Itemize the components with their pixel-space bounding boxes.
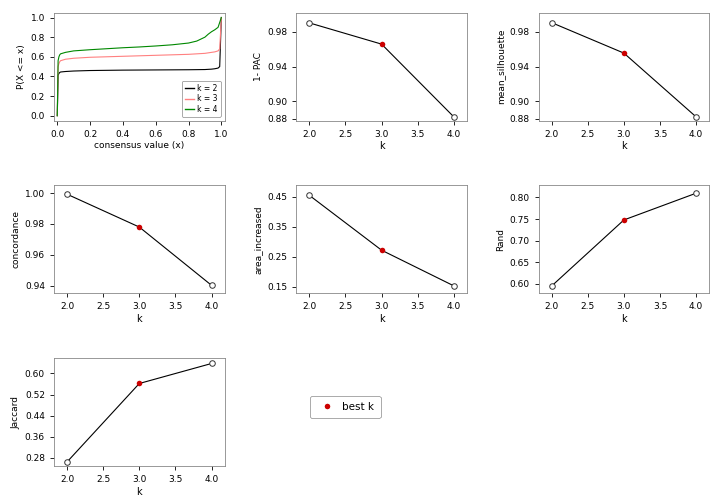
- Y-axis label: concordance: concordance: [12, 210, 21, 269]
- X-axis label: k: k: [137, 487, 142, 497]
- Y-axis label: 1- PAC: 1- PAC: [254, 52, 263, 81]
- Legend: k = 2, k = 3, k = 4: k = 2, k = 3, k = 4: [182, 81, 221, 117]
- X-axis label: k: k: [137, 314, 142, 324]
- X-axis label: k: k: [379, 314, 384, 324]
- Y-axis label: area_increased: area_increased: [254, 205, 263, 274]
- Y-axis label: mean_silhouette: mean_silhouette: [496, 29, 505, 104]
- Y-axis label: Rand: Rand: [496, 228, 505, 251]
- X-axis label: consensus value (x): consensus value (x): [94, 142, 184, 150]
- Y-axis label: P(X <= x): P(X <= x): [17, 44, 27, 89]
- Legend: best k: best k: [310, 396, 381, 418]
- X-axis label: k: k: [621, 314, 626, 324]
- X-axis label: k: k: [621, 142, 626, 151]
- X-axis label: k: k: [379, 142, 384, 151]
- Y-axis label: Jaccard: Jaccard: [12, 396, 21, 429]
